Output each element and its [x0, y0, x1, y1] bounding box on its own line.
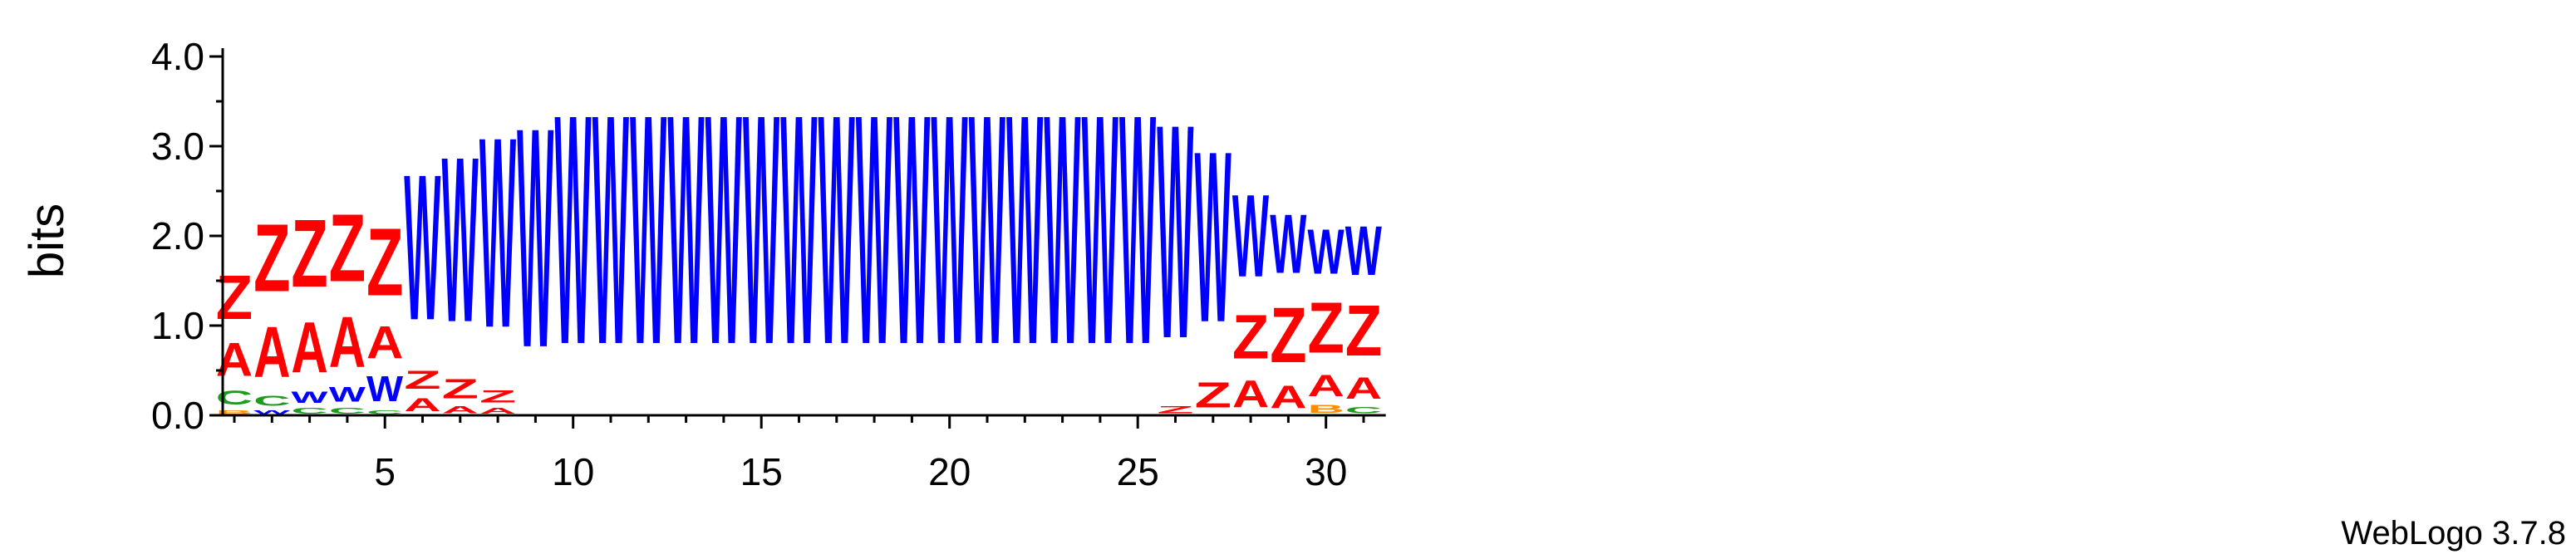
logo-letter-z: Z	[404, 365, 440, 395]
logo-letter-a: A	[1232, 372, 1269, 415]
logo-letter-a: A	[479, 406, 516, 415]
logo-letter-a: A	[404, 395, 440, 415]
logo-letter-z: Z	[216, 262, 253, 332]
x-tick-label: 10	[552, 450, 594, 493]
logo-letter-c: C	[1345, 405, 1382, 415]
logo-letter-w: W	[555, 46, 592, 413]
logo-letter-w: W	[1345, 211, 1382, 290]
logo-letter-a: A	[216, 332, 253, 386]
logo-letter-z: Z	[253, 205, 290, 311]
logo-letter-z: Z	[442, 374, 479, 405]
logo-letter-w: W	[592, 46, 630, 413]
logo-letter-w: W	[743, 46, 780, 413]
logo-letter-w: W	[404, 132, 440, 364]
logo-letter-w: W	[969, 46, 1006, 413]
logo-letter-b: B	[216, 409, 253, 415]
y-axis-label: bits	[20, 203, 74, 278]
y-tick-label: 2.0	[151, 214, 204, 257]
logo-letter-w: W	[1270, 198, 1306, 292]
logo-letter-w: W	[329, 383, 366, 406]
logo-letter-w: W	[893, 46, 931, 413]
logo-letter-z: Z	[1157, 404, 1193, 415]
logo-letter-z: Z	[1308, 288, 1345, 369]
x-tick-label: 30	[1305, 450, 1347, 493]
logo-letter-z: Z	[1345, 291, 1382, 371]
logo-letter-z: Z	[366, 210, 403, 316]
logo-letter-a: A	[366, 317, 403, 369]
y-tick-label: 1.0	[151, 304, 204, 347]
logo-letter-w: W	[517, 63, 554, 414]
logo-letter-a: A	[1270, 380, 1306, 415]
logo-letter-w: W	[667, 46, 705, 413]
logo-letter-w: W	[780, 46, 818, 413]
logo-letter-w: W	[1195, 100, 1231, 374]
weblogo-version-label: WebLogo 3.7.8	[2341, 515, 2566, 552]
logo-letter-w: W	[1044, 46, 1081, 413]
logo-letter-a: A	[291, 307, 327, 388]
logo-letter-c: C	[366, 409, 403, 415]
logo-letter-w: W	[630, 46, 667, 413]
logo-letter-w: W	[253, 409, 291, 415]
logo-letter-w: W	[291, 389, 327, 407]
logo-letter-c: C	[253, 393, 290, 409]
logo-letter-z: Z	[1270, 292, 1306, 379]
logo-letter-w: W	[932, 46, 969, 413]
x-tick-label: 20	[928, 450, 971, 493]
logo-letter-w: W	[856, 46, 893, 413]
logo-letter-a: A	[253, 311, 290, 392]
logo-letter-w: W	[1157, 60, 1194, 402]
logo-letter-w: W	[442, 108, 479, 372]
logo-letter-w: W	[1308, 216, 1345, 288]
x-tick-label: 15	[740, 450, 783, 493]
logo-letter-c: C	[329, 406, 366, 415]
logo-letter-a: A	[329, 302, 366, 383]
logo-letter-c: C	[216, 386, 253, 409]
y-tick-label: 3.0	[151, 125, 204, 168]
y-tick-label: 4.0	[151, 35, 204, 78]
logo-axes: 0.0 1.0 2.0 3.0 4.0 5 10 15 20 25 30	[151, 35, 1386, 493]
logo-letter-z: Z	[1232, 302, 1269, 371]
logo-letter-a: A	[442, 404, 479, 415]
logo-letter-w: W	[1232, 170, 1269, 302]
logo-letter-w: W	[705, 46, 743, 413]
logo-letter-w: W	[1006, 46, 1044, 413]
logo-letter-w: W	[1119, 46, 1157, 413]
logo-letter-w: W	[819, 46, 856, 413]
x-tick-label: 25	[1117, 450, 1159, 493]
x-tick-label: 5	[374, 450, 396, 493]
logo-letter-a: A	[1345, 371, 1382, 405]
logo-letter-c: C	[291, 406, 327, 415]
logo-letter-z: Z	[291, 201, 327, 307]
logo-letter-w: W	[479, 80, 516, 385]
logo-letter-z: Z	[329, 195, 366, 302]
y-tick-label: 0.0	[151, 394, 204, 437]
logo-letter-a: A	[1308, 369, 1345, 403]
logo-letter-w: W	[366, 368, 404, 409]
logo-letter-z: Z	[1195, 375, 1231, 415]
logo-letter-w: W	[1082, 46, 1119, 413]
logo-letter-z: Z	[479, 387, 516, 406]
logo-letter-b: B	[1308, 403, 1345, 415]
